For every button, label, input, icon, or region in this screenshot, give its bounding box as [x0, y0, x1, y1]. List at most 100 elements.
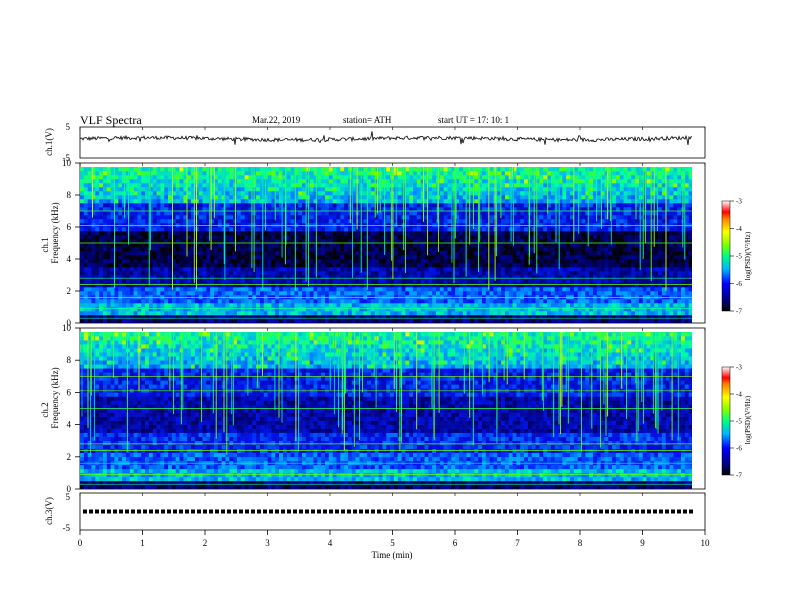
spectrogram-cell	[248, 219, 253, 224]
spectrogram-cell	[363, 203, 368, 208]
spectrogram-cell	[279, 271, 284, 276]
spectrogram-cell	[623, 255, 628, 260]
spectrogram-cell	[122, 255, 127, 260]
spectrogram-cell	[179, 211, 184, 216]
spectrogram-cell	[305, 267, 310, 272]
spectrogram-cell	[451, 271, 456, 276]
spectrogram-cell	[413, 227, 418, 232]
spectrogram-cell	[665, 307, 670, 312]
spectrogram-cell	[596, 215, 601, 220]
spectrogram-cell	[432, 259, 437, 264]
spectrogram-cell	[382, 255, 387, 260]
spectrogram-cell	[282, 319, 288, 323]
spectrogram-cell	[122, 247, 127, 252]
spectrogram-cell	[501, 303, 506, 308]
spectrogram-cell	[83, 307, 88, 312]
spectrogram-cell	[535, 199, 540, 204]
spectrogram-cell	[608, 251, 613, 256]
spectrogram-cell	[577, 319, 582, 323]
spectrogram-cell	[562, 227, 567, 232]
spectrogram-cell	[198, 243, 203, 248]
spectrogram-cell	[585, 203, 590, 208]
spectrogram-cell	[302, 227, 307, 232]
spectrogram-cell	[489, 275, 494, 280]
spectrogram-cell	[202, 211, 207, 216]
spectrogram-cell	[336, 271, 341, 276]
spectrogram-cell	[213, 207, 219, 212]
spectrogram-cell	[654, 271, 659, 276]
spectrogram-cell	[512, 291, 517, 296]
spectrogram-cell	[305, 283, 310, 288]
spectrogram-cell	[470, 263, 475, 268]
spectrogram-cell	[592, 299, 598, 304]
spectrogram-cell	[347, 235, 353, 240]
spectrogram-cell	[436, 263, 441, 268]
spectrogram-cell	[585, 267, 590, 272]
spectrogram-cell	[382, 263, 387, 268]
spectrogram-cell	[137, 239, 142, 244]
spectrogram-cell	[102, 203, 108, 208]
spectrogram-cell	[328, 239, 333, 244]
spectrogram-cell	[198, 211, 203, 216]
spectrogram-cell	[210, 303, 215, 308]
spectrogram-cell	[80, 283, 85, 288]
spectrogram-cell	[558, 263, 563, 268]
spectrogram-cell	[416, 307, 422, 312]
spectrogram-cell	[390, 227, 395, 232]
spectrogram-cell	[585, 263, 590, 268]
spectrogram-cell	[416, 259, 422, 264]
spectrogram-cell	[187, 247, 192, 252]
spectrogram-cell	[183, 211, 188, 216]
spectrogram-cell	[604, 315, 609, 320]
spectrogram-cell	[447, 275, 452, 280]
spectrogram-cell	[152, 307, 157, 312]
spectrogram-cell	[202, 267, 207, 272]
spectrogram-cell	[489, 303, 494, 308]
spectrogram-cell	[91, 319, 96, 323]
spectrogram-cell	[290, 319, 295, 323]
spectrogram-cell	[183, 227, 188, 232]
spectrogram-cell	[550, 203, 555, 208]
spectrogram-cell	[259, 287, 265, 292]
spectrogram-cell	[409, 291, 414, 296]
spectrogram-cell	[175, 231, 180, 236]
spectrogram-cell	[106, 207, 111, 212]
spectrogram-cell	[351, 315, 356, 320]
spectrogram-cell	[673, 315, 678, 320]
spectrogram-cell	[458, 243, 464, 248]
spectrogram-cell	[390, 247, 395, 252]
spectrogram-cell	[118, 207, 123, 212]
spectrogram-cell	[171, 275, 177, 280]
spectrogram-cell	[562, 235, 567, 240]
spectrogram-cell	[213, 291, 219, 296]
spectrogram-cell	[99, 211, 104, 216]
spectrogram-cell	[635, 247, 640, 252]
spectrogram-cell	[225, 247, 230, 252]
spectrogram-cell	[470, 215, 475, 220]
spectrogram-cell	[589, 267, 594, 272]
spectrogram-cell	[370, 259, 376, 264]
spectrogram-cell	[570, 231, 575, 236]
spectrogram-cell	[179, 235, 184, 240]
spectrogram-cell	[118, 275, 123, 280]
spectrogram-cell	[493, 283, 498, 288]
spectrogram-cell	[638, 251, 644, 256]
spectrogram-cell	[478, 239, 483, 244]
spectrogram-cell	[416, 207, 422, 212]
spectrogram-cell	[451, 311, 456, 316]
spectrogram-cell	[236, 283, 242, 288]
spectrogram-cell	[217, 307, 222, 312]
spectrogram-cell	[600, 267, 605, 272]
spectrogram-cell	[658, 271, 663, 276]
spectrogram-cell	[137, 315, 142, 320]
spectrogram-cell	[455, 219, 460, 224]
spectrogram-cell	[191, 287, 196, 292]
spectrogram-cell	[313, 231, 318, 236]
spectrogram-cell	[294, 251, 299, 256]
spectrogram-cell	[432, 199, 437, 204]
spectrogram-cell	[524, 227, 529, 232]
spectrogram-cell	[481, 211, 487, 216]
spectrogram-cell	[688, 239, 692, 244]
spectrogram-cell	[401, 259, 406, 264]
spectrogram-cell	[654, 231, 659, 236]
